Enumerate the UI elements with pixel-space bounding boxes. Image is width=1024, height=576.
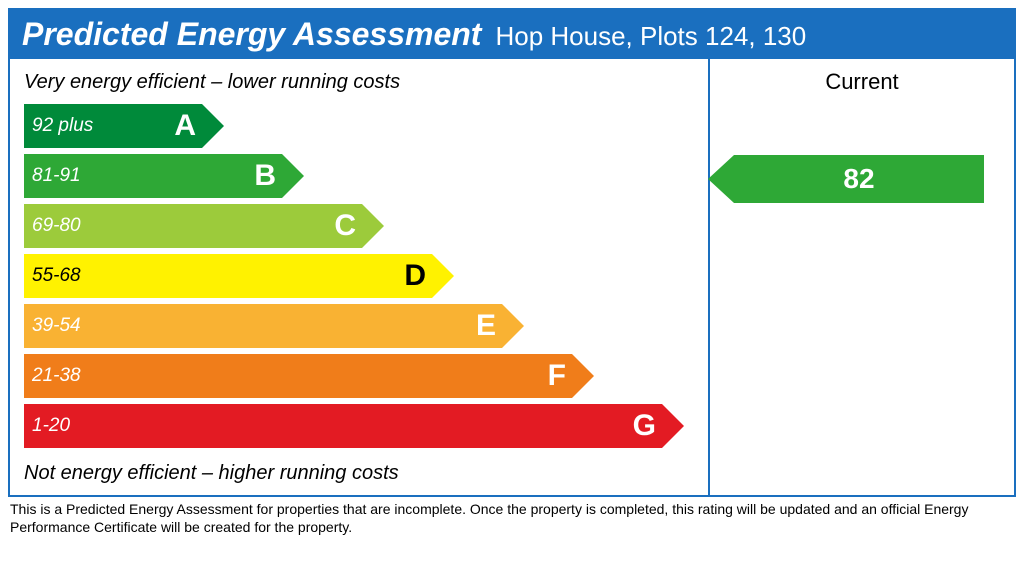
band-bar-b: 81-91B [24,154,304,198]
band-range-f: 21-38 [24,354,572,398]
chart-body: Very energy efficient – lower running co… [10,59,1014,495]
chevron-right-icon [282,154,304,198]
header-subtitle: Hop House, Plots 124, 130 [495,21,806,52]
band-row-d: 55-68D [10,254,708,300]
current-label: Current [710,69,1014,95]
band-row-a: 92 plusA [10,104,708,150]
band-range-g: 1-20 [24,404,662,448]
band-row-f: 21-38F [10,354,708,400]
band-range-d: 55-68 [24,254,432,298]
band-letter-d: D [404,259,426,293]
bars-stack: 92 plusA 81-91B 69-80C 55-68D 39-54E 21-38F 1-… [10,104,708,450]
chevron-right-icon [502,304,524,348]
chevron-right-icon [432,254,454,298]
chevron-right-icon [202,104,224,148]
bands-panel: Very energy efficient – lower running co… [10,59,710,495]
header-bar: Predicted Energy Assessment Hop House, P… [10,10,1014,59]
band-bar-c: 69-80C [24,204,384,248]
current-panel: Current 82 [710,59,1014,495]
current-pointer: 82 [708,155,984,203]
band-range-b: 81-91 [24,154,282,198]
band-bar-d: 55-68D [24,254,454,298]
caption-bottom: Not energy efficient – higher running co… [10,454,708,489]
band-row-b: 81-91B [10,154,708,200]
band-letter-g: G [633,409,656,443]
current-value: 82 [734,155,984,203]
band-bar-g: 1-20G [24,404,684,448]
band-letter-c: C [334,209,356,243]
epc-container: Predicted Energy Assessment Hop House, P… [8,8,1016,497]
band-letter-b: B [254,159,276,193]
band-letter-e: E [476,309,496,343]
footnote-text: This is a Predicted Energy Assessment fo… [8,497,1016,536]
header-title: Predicted Energy Assessment [22,16,481,53]
pointer-arrow-icon [708,155,734,203]
band-row-c: 69-80C [10,204,708,250]
chevron-right-icon [362,204,384,248]
chevron-right-icon [572,354,594,398]
chevron-right-icon [662,404,684,448]
band-range-c: 69-80 [24,204,362,248]
band-row-e: 39-54E [10,304,708,350]
band-letter-a: A [174,109,196,143]
band-bar-e: 39-54E [24,304,524,348]
caption-top: Very energy efficient – lower running co… [10,69,708,104]
band-letter-f: F [548,359,566,393]
band-row-g: 1-20G [10,404,708,450]
band-range-e: 39-54 [24,304,502,348]
band-bar-a: 92 plusA [24,104,224,148]
band-bar-f: 21-38F [24,354,594,398]
